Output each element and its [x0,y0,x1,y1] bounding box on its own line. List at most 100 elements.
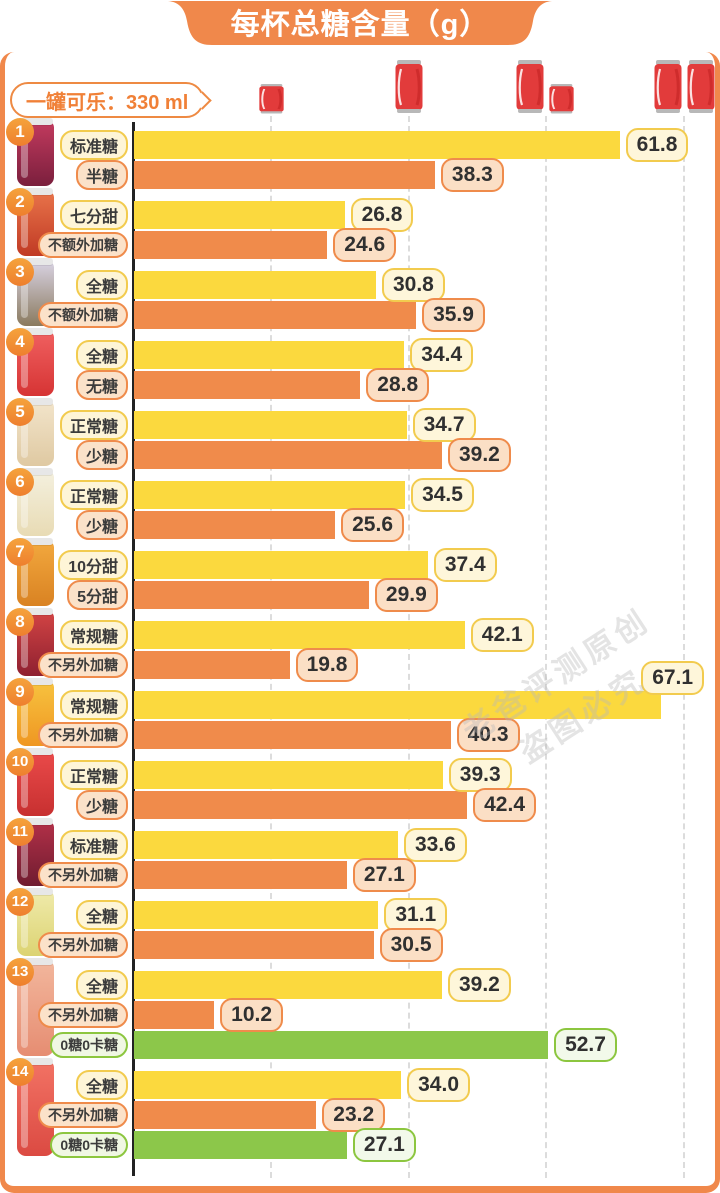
sugar-level-tag: 0糖0卡糖 [50,1032,128,1058]
value-badge: 26.8 [350,198,414,232]
bar-yellow [134,621,465,649]
bar-green [134,1131,347,1159]
sugar-level-tag: 常规糖 [59,620,128,650]
value-badge: 30.5 [379,928,443,962]
bar-yellow [134,411,407,439]
sugar-level-tag-row: 全糖 [0,270,130,300]
bar-orange [134,161,435,189]
rank-badge: 12 [6,888,34,916]
cola-can-icon [516,60,544,113]
sugar-level-tag: 常规糖 [59,690,128,720]
bar-yellow [134,831,398,859]
sugar-level-tag: 全糖 [75,970,128,1000]
y-axis-line [132,122,135,1176]
value-badge: 31.1 [384,898,448,932]
value-badge: 24.6 [333,228,397,262]
bar-green [134,1031,549,1059]
bar-orange [134,511,336,539]
sugar-level-tag: 正常糖 [59,410,128,440]
drink-thumbnail [17,328,54,396]
bar-yellow [134,551,428,579]
cola-legend: 一罐可乐：330 ml [10,82,205,118]
cola-can-icon [687,60,715,113]
value-badge: 67.1 [641,661,705,695]
sugar-level-tag-row: 无糖 [0,370,130,400]
sugar-level-tag: 正常糖 [59,480,128,510]
rank-badge: 13 [6,958,34,986]
sugar-level-tag: 不另外加糖 [38,1102,128,1128]
value-badge: 42.4 [473,788,536,822]
sugar-level-tag: 不另外加糖 [38,1002,128,1028]
value-badge: 19.8 [295,648,359,682]
title-ribbon-shape [168,1,552,45]
sugar-level-tag-row: 全糖 [0,970,130,1000]
bar-orange [134,721,451,749]
bar-yellow [134,131,620,159]
sugar-level-tag: 全糖 [75,270,128,300]
bar-orange [134,441,442,469]
sugar-level-tag-row: 0糖0卡糖 [0,1131,130,1159]
sugar-level-tag-row: 10分甜 [0,550,130,580]
sugar-level-tag: 少糖 [75,440,128,470]
sugar-level-tag-row: 少糖 [0,790,130,820]
value-badge: 25.6 [341,508,404,542]
sugar-level-tag-row: 不另外加糖 [0,861,130,889]
bar-orange [134,931,374,959]
sugar-level-tag: 不另外加糖 [38,652,128,678]
sugar-level-tag-row: 正常糖 [0,410,130,440]
rank-badge: 7 [6,538,34,566]
sugar-level-tag-row: 5分甜 [0,580,130,610]
rank-badge: 3 [6,258,34,286]
value-badge: 34.0 [407,1068,470,1102]
gridline [545,116,548,1178]
value-badge: 52.7 [554,1028,617,1062]
bar-orange [134,1001,215,1029]
sugar-level-tag-row: 0糖0卡糖 [0,1031,130,1059]
cola-can-marker [515,60,545,114]
sugar-level-tag-row: 不额外加糖 [0,231,130,259]
bar-orange [134,301,417,329]
value-badge: 42.1 [470,618,534,652]
sugar-level-tag-row: 少糖 [0,440,130,470]
rank-badge: 2 [6,188,34,216]
sugar-level-tag: 不另外加糖 [38,722,128,748]
cola-can-marker [258,84,285,114]
rank-badge: 4 [6,328,34,356]
value-badge: 40.3 [456,718,520,752]
value-badge: 10.2 [220,998,284,1032]
sugar-level-tag-row: 半糖 [0,160,130,190]
bar-orange [134,791,468,819]
sugar-level-tag-row: 全糖 [0,1070,130,1100]
sugar-level-tag: 标准糖 [59,830,128,860]
sugar-level-tag-row: 正常糖 [0,760,130,790]
bar-orange [134,861,347,889]
cola-can-icon [654,60,682,113]
bar-yellow [134,341,405,369]
value-badge: 37.4 [433,548,497,582]
value-badge: 23.2 [322,1098,386,1132]
value-badge: 34.7 [412,408,476,442]
sugar-level-tag-row: 不另外加糖 [0,721,130,749]
sugar-level-tag: 不另外加糖 [38,932,128,958]
sugar-level-tag: 不另外加糖 [38,862,128,888]
sugar-level-tag: 全糖 [75,340,128,370]
rank-badge: 8 [6,608,34,636]
rank-badge: 5 [6,398,34,426]
title-banner: 每杯总糖含量（g） [168,0,552,48]
bar-yellow [134,761,443,789]
value-badge: 61.8 [625,128,689,162]
sugar-level-tag-row: 标准糖 [0,830,130,860]
sugar-level-tag-row: 不另外加糖 [0,651,130,679]
bar-yellow [134,271,376,299]
rank-badge: 11 [6,818,34,846]
bar-yellow [134,901,379,929]
sugar-level-tag-row: 不另外加糖 [0,1101,130,1129]
sugar-level-tag-row: 常规糖 [0,690,130,720]
cola-can-marker [548,84,575,114]
sugar-level-tag-row: 七分甜 [0,200,130,230]
bar-yellow [134,201,345,229]
value-badge: 39.2 [447,968,511,1002]
value-badge: 35.9 [422,298,485,332]
sugar-level-tag-row: 常规糖 [0,620,130,650]
